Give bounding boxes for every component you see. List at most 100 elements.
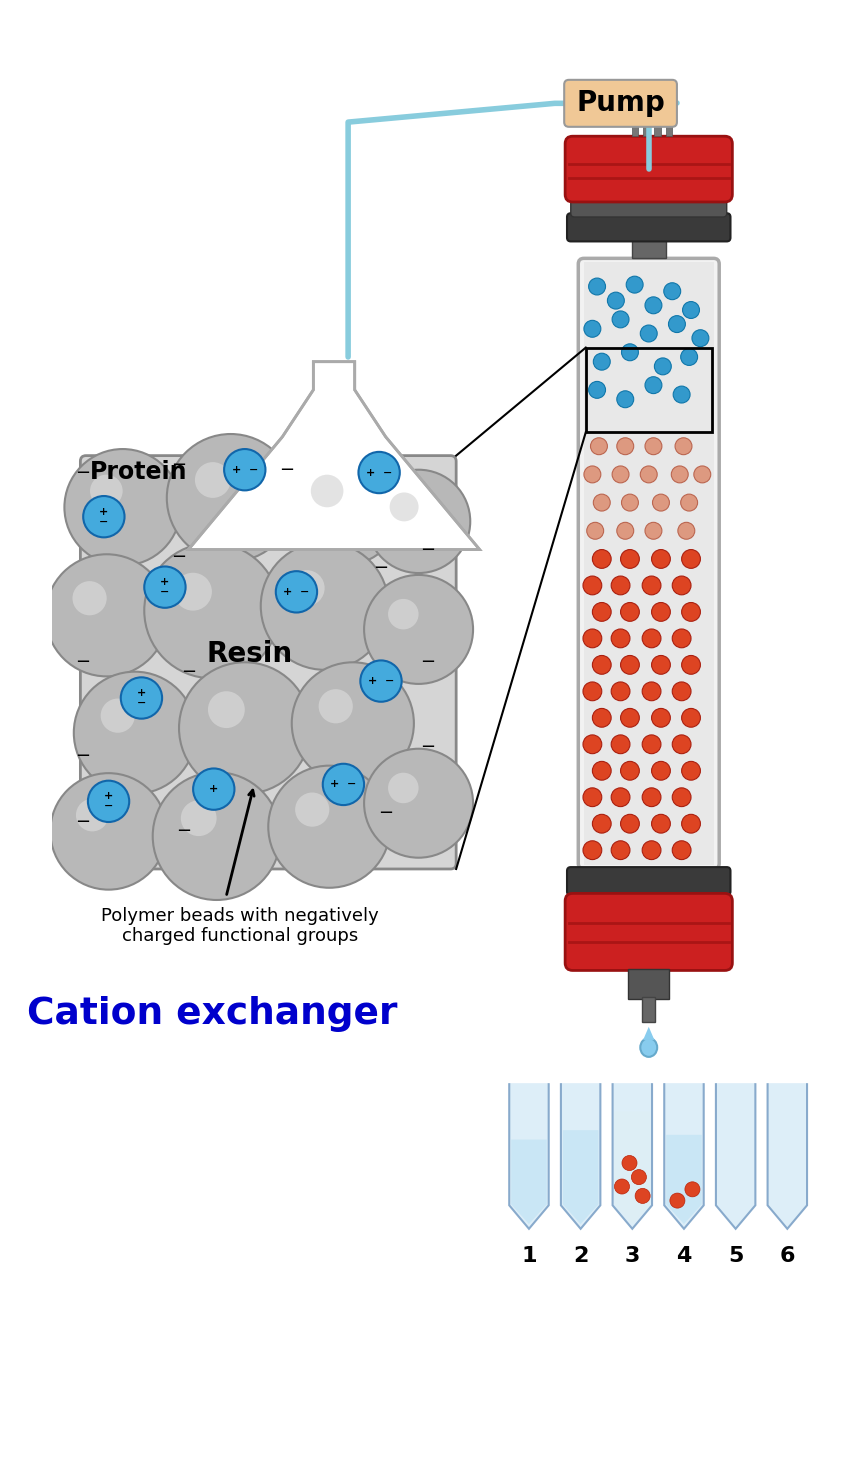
Circle shape (614, 1180, 629, 1194)
Circle shape (101, 698, 134, 733)
Circle shape (616, 437, 633, 455)
Circle shape (611, 311, 629, 328)
Circle shape (625, 276, 642, 293)
Circle shape (144, 567, 185, 608)
Circle shape (319, 690, 352, 723)
Text: −: − (378, 668, 393, 685)
Circle shape (311, 475, 343, 507)
Circle shape (681, 656, 700, 674)
Circle shape (681, 602, 700, 621)
Circle shape (672, 682, 691, 701)
Circle shape (268, 765, 390, 888)
Circle shape (208, 691, 245, 728)
FancyBboxPatch shape (565, 894, 732, 971)
Text: −: − (75, 748, 90, 765)
Circle shape (681, 761, 700, 780)
Bar (631, 122, 638, 136)
Circle shape (620, 656, 639, 674)
Circle shape (651, 709, 670, 728)
Circle shape (672, 735, 691, 754)
Text: −: − (75, 464, 90, 481)
Ellipse shape (640, 1038, 656, 1057)
Circle shape (592, 709, 610, 728)
Circle shape (592, 494, 610, 512)
Circle shape (620, 709, 639, 728)
Circle shape (360, 660, 401, 701)
Circle shape (285, 449, 401, 566)
Circle shape (616, 391, 633, 408)
Circle shape (592, 761, 610, 780)
Text: −: − (176, 822, 191, 840)
Circle shape (620, 761, 639, 780)
Circle shape (288, 570, 325, 607)
Bar (653, 122, 660, 136)
Text: −: − (279, 461, 294, 478)
Circle shape (582, 841, 601, 860)
Circle shape (607, 292, 623, 309)
Circle shape (672, 841, 691, 860)
Circle shape (641, 576, 660, 595)
Text: 2: 2 (573, 1245, 588, 1266)
Circle shape (644, 376, 661, 394)
Circle shape (611, 467, 629, 483)
Polygon shape (189, 362, 479, 550)
Text: +
−: + − (104, 792, 113, 811)
Circle shape (652, 494, 669, 512)
Text: Cation exchanger: Cation exchanger (27, 996, 397, 1032)
Circle shape (641, 787, 660, 806)
Bar (665, 122, 672, 136)
Circle shape (641, 682, 660, 701)
Polygon shape (612, 1083, 651, 1229)
Circle shape (641, 841, 660, 860)
Circle shape (260, 542, 388, 669)
Circle shape (152, 773, 280, 900)
Polygon shape (715, 1083, 754, 1229)
Text: Resin: Resin (206, 640, 292, 668)
Text: −: − (378, 803, 393, 822)
Polygon shape (561, 1083, 599, 1229)
Circle shape (582, 682, 601, 701)
Circle shape (651, 761, 670, 780)
Circle shape (641, 628, 660, 647)
Circle shape (276, 572, 317, 612)
Text: −: − (420, 541, 435, 558)
Text: Pump: Pump (575, 89, 664, 117)
Circle shape (294, 793, 329, 827)
Text: +  −: + − (366, 468, 392, 478)
Circle shape (693, 467, 710, 483)
Circle shape (622, 1156, 636, 1171)
Text: +
−: + − (160, 577, 170, 598)
Circle shape (663, 283, 680, 300)
Circle shape (621, 494, 638, 512)
Text: −: − (378, 464, 393, 481)
FancyBboxPatch shape (565, 136, 732, 203)
Circle shape (224, 449, 265, 490)
Circle shape (610, 576, 629, 595)
Circle shape (590, 437, 607, 455)
Circle shape (592, 815, 610, 833)
Circle shape (592, 353, 610, 370)
Circle shape (322, 764, 363, 805)
Circle shape (181, 800, 216, 835)
Circle shape (681, 709, 700, 728)
Text: Polymer beads with negatively
charged functional groups: Polymer beads with negatively charged fu… (101, 907, 379, 945)
Circle shape (588, 382, 604, 398)
Circle shape (667, 315, 684, 332)
Circle shape (682, 302, 698, 318)
Circle shape (90, 475, 122, 507)
FancyBboxPatch shape (564, 80, 676, 127)
FancyBboxPatch shape (570, 198, 726, 217)
Circle shape (50, 773, 167, 889)
Circle shape (586, 522, 603, 539)
Circle shape (640, 467, 656, 483)
Bar (631, 238, 665, 258)
Circle shape (653, 357, 671, 375)
Polygon shape (766, 1083, 806, 1229)
Circle shape (651, 815, 670, 833)
Bar (585, 347, 711, 432)
Circle shape (621, 344, 638, 360)
Text: +  −: + − (232, 465, 257, 475)
Polygon shape (562, 1130, 598, 1225)
FancyBboxPatch shape (567, 213, 729, 242)
Circle shape (358, 452, 400, 493)
